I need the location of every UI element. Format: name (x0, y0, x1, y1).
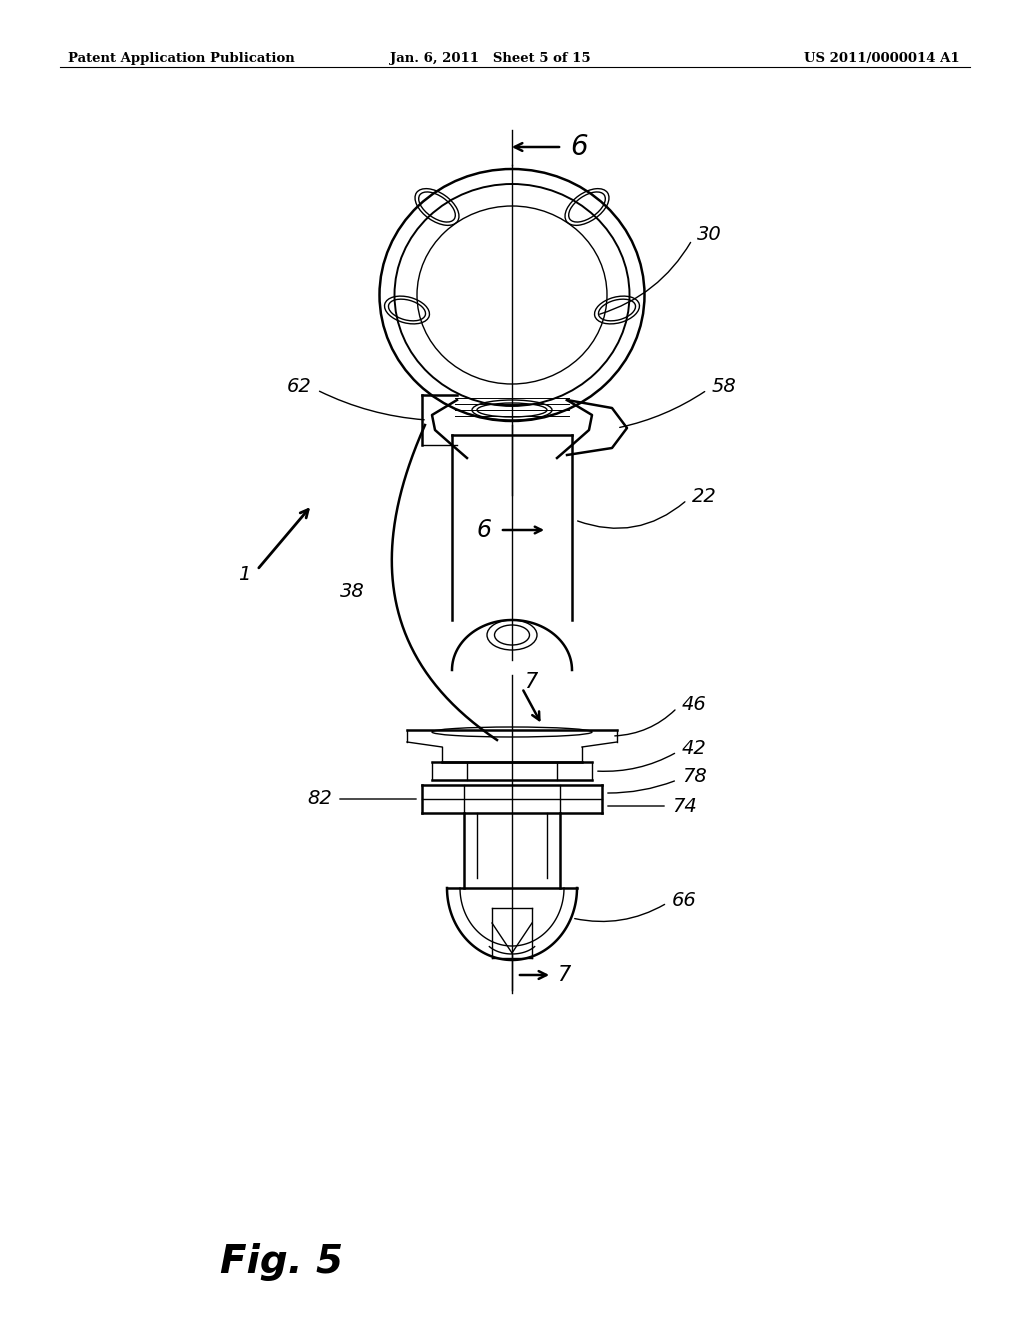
Text: 7: 7 (557, 965, 570, 985)
Text: 42: 42 (682, 739, 707, 759)
Text: 1: 1 (238, 565, 250, 585)
Text: 7: 7 (524, 672, 538, 692)
Text: 74: 74 (672, 796, 696, 816)
Text: Fig. 5: Fig. 5 (220, 1243, 343, 1280)
Text: Jan. 6, 2011   Sheet 5 of 15: Jan. 6, 2011 Sheet 5 of 15 (390, 51, 590, 65)
Text: 38: 38 (340, 582, 365, 601)
Text: US 2011/0000014 A1: US 2011/0000014 A1 (805, 51, 961, 65)
Text: 6: 6 (570, 133, 588, 161)
Text: 78: 78 (682, 767, 707, 787)
Text: 62: 62 (288, 378, 312, 396)
Text: Patent Application Publication: Patent Application Publication (68, 51, 295, 65)
Text: 58: 58 (712, 378, 736, 396)
Text: 22: 22 (692, 487, 717, 507)
Text: 30: 30 (697, 226, 722, 244)
Text: 46: 46 (682, 696, 707, 714)
Text: 6: 6 (476, 517, 492, 543)
Text: 82: 82 (307, 789, 332, 808)
Text: 66: 66 (672, 891, 696, 909)
